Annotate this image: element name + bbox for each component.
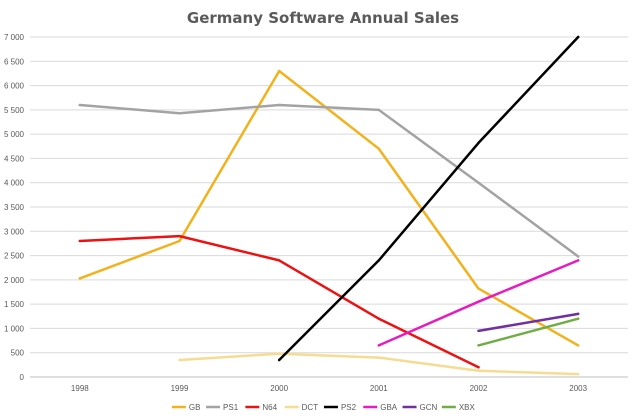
data-point-xbx bbox=[477, 344, 480, 347]
legend: GB PS1 N64 DCT PS2 GBA GCN XBX bbox=[171, 403, 476, 412]
data-point-n64 bbox=[78, 239, 82, 243]
data-point-xbx bbox=[576, 317, 580, 320]
data-point-dct bbox=[477, 369, 480, 372]
data-point-n64 bbox=[477, 366, 480, 369]
data-point-gcn bbox=[576, 312, 580, 316]
series-line-ps2 bbox=[277, 35, 580, 362]
y-tick-label: 500 bbox=[11, 349, 25, 358]
legend-item-gba: GBA bbox=[363, 403, 398, 412]
data-point-dct bbox=[576, 372, 580, 376]
y-tick-label: 7 000 bbox=[4, 33, 25, 42]
data-point-gb bbox=[277, 69, 281, 73]
data-point-gb bbox=[377, 147, 381, 150]
data-point-gb bbox=[78, 277, 82, 280]
y-tick-label: 4 500 bbox=[4, 154, 25, 163]
data-point-ps1 bbox=[377, 108, 381, 112]
legend-label: XBX bbox=[459, 403, 476, 412]
gridlines bbox=[30, 36, 628, 378]
y-tick-label: 3 500 bbox=[4, 203, 25, 212]
legend-item-n64: N64 bbox=[245, 403, 278, 412]
legend-item-gcn: GCN bbox=[402, 403, 438, 412]
data-point-n64 bbox=[377, 317, 381, 320]
y-axis: 0 500 1 000 1 500 2 000 2 500 3 000 3 500 4 000 4… bbox=[4, 33, 25, 382]
legend-item-dct: DCT bbox=[284, 403, 319, 412]
legend-item-gb: GB bbox=[171, 403, 201, 412]
x-tick-label: 2001 bbox=[370, 384, 388, 393]
y-tick-label: 2 500 bbox=[4, 252, 25, 261]
y-tick-label: 1 000 bbox=[4, 324, 25, 333]
data-point-n64 bbox=[178, 234, 181, 238]
data-point-ps1 bbox=[277, 103, 281, 107]
legend-label: PS2 bbox=[341, 403, 357, 412]
x-tick-label: 1999 bbox=[171, 384, 189, 393]
legend-item-ps1: PS1 bbox=[206, 403, 239, 412]
legend-label: PS1 bbox=[223, 403, 239, 412]
data-point-gba bbox=[477, 300, 480, 303]
chart-title: Germany Software Annual Sales bbox=[187, 9, 459, 27]
legend-item-xbx: XBX bbox=[441, 403, 476, 412]
series-line-ps1 bbox=[78, 103, 580, 258]
x-tick-label: 2003 bbox=[569, 384, 587, 393]
data-point-dct bbox=[277, 352, 281, 355]
data-point-ps1 bbox=[576, 255, 580, 258]
data-point-dct bbox=[178, 358, 181, 362]
legend-label: GCN bbox=[420, 403, 438, 412]
data-point-ps2 bbox=[377, 259, 381, 262]
y-tick-label: 5 000 bbox=[4, 130, 25, 139]
legend-label: DCT bbox=[302, 403, 319, 412]
series-line-xbx bbox=[477, 317, 580, 347]
y-tick-label: 1 500 bbox=[4, 300, 25, 309]
series-line-gb bbox=[78, 69, 580, 347]
legend-label: GB bbox=[189, 403, 201, 412]
data-point-gb bbox=[477, 287, 480, 290]
y-tick-label: 3 000 bbox=[4, 227, 25, 236]
legend-item-ps2: PS2 bbox=[323, 403, 357, 412]
y-tick-label: 0 bbox=[20, 373, 25, 382]
data-point-gba bbox=[377, 344, 381, 347]
series-line-gcn bbox=[477, 312, 580, 333]
data-point-gcn bbox=[477, 329, 480, 333]
data-point-dct bbox=[377, 356, 381, 359]
legend-label: N64 bbox=[262, 403, 277, 412]
x-tick-label: 2000 bbox=[270, 384, 288, 393]
data-point-gb bbox=[576, 344, 580, 347]
data-point-gb bbox=[178, 239, 181, 243]
series-lines bbox=[78, 35, 580, 376]
data-point-ps1 bbox=[78, 103, 82, 107]
x-tick-label: 1998 bbox=[71, 384, 89, 393]
data-point-ps1 bbox=[178, 112, 181, 115]
data-point-ps2 bbox=[477, 141, 480, 145]
data-point-gba bbox=[576, 259, 580, 262]
x-tick-label: 2002 bbox=[470, 384, 488, 393]
y-tick-label: 5 500 bbox=[4, 106, 25, 115]
data-point-ps1 bbox=[477, 181, 480, 184]
y-tick-label: 2 000 bbox=[4, 276, 25, 285]
data-point-n64 bbox=[277, 259, 281, 262]
x-axis: 1998 1999 2000 2001 2002 2003 bbox=[71, 384, 588, 393]
y-tick-label: 4 000 bbox=[4, 179, 25, 188]
y-tick-label: 6 500 bbox=[4, 57, 25, 66]
data-point-ps2 bbox=[576, 35, 580, 39]
y-tick-label: 6 000 bbox=[4, 82, 25, 91]
legend-label: GBA bbox=[380, 403, 398, 412]
data-point-ps2 bbox=[277, 358, 281, 362]
